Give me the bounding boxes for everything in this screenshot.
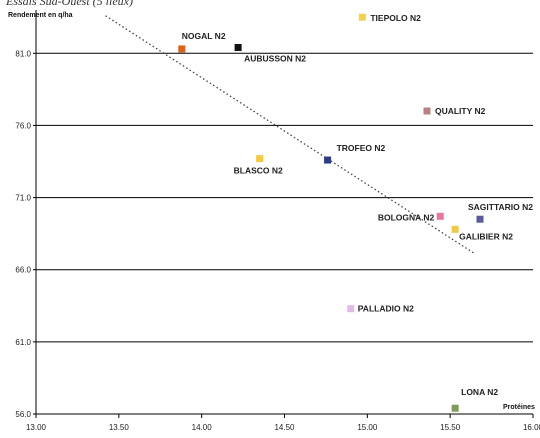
x-tick-label: 15.00: [357, 423, 378, 432]
x-tick-label: 14.50: [274, 423, 295, 432]
point-quality-n2: [423, 107, 431, 115]
x-tick-label: 16.00: [523, 423, 540, 432]
point-tiepolo-n2: [358, 13, 366, 21]
point-bologna-n2: [436, 212, 444, 220]
point-sagittario-n2: [476, 215, 484, 223]
label-sagittario-n2: SAGITTARIO N2: [468, 202, 533, 212]
label-galibier-n2: GALIBIER N2: [459, 231, 513, 241]
x-tick-label: 15.50: [440, 423, 461, 432]
y-tick-label: 71.0: [15, 194, 31, 203]
y-tick-label: 76.0: [15, 121, 31, 130]
label-bologna-n2: BOLOGNA N2: [378, 212, 435, 222]
y-tick-label: 61.0: [15, 338, 31, 347]
trendline-dotted: [105, 15, 476, 255]
point-palladio-n2: [347, 305, 355, 313]
y-tick-label: 66.0: [15, 266, 31, 275]
gridlines: [36, 52, 533, 343]
y-axis-title: Rendement en q/ha: [8, 12, 73, 19]
trendline: [105, 15, 476, 255]
label-palladio-n2: PALLADIO N2: [358, 304, 414, 314]
x-tick-label: 14.00: [192, 423, 213, 432]
point-galibier-n2: [451, 225, 459, 233]
label-blasco-n2: BLASCO N2: [234, 166, 283, 176]
x-tick-label: 13.00: [26, 423, 47, 432]
tick-labels: 13.00 13.50 14.00 14.50 15.00 15.50 16.00 56.0 6…: [15, 49, 540, 432]
x-axis-title: Protéines: [503, 404, 535, 411]
point-nogal-n2: [178, 45, 186, 53]
label-lona-n2: LONA N2: [461, 387, 498, 397]
label-trofeo-n2: TROFEO N2: [337, 143, 386, 153]
y-tick-label: 56.0: [15, 410, 31, 419]
y-tick-label: 81.0: [15, 49, 31, 58]
x-tick-label: 13.50: [109, 423, 130, 432]
axes: [35, 10, 533, 415]
point-aubusson-n2: [234, 44, 242, 52]
label-nogal-n2: NOGAL N2: [182, 31, 226, 41]
point-blasco-n2: [256, 155, 264, 163]
label-quality-n2: QUALITY N2: [435, 106, 486, 116]
chart-title: Essais Sud-Ouest (5 lieux): [6, 0, 133, 8]
point-lona-n2: [451, 404, 459, 412]
label-aubusson-n2: AUBUSSON N2: [244, 54, 306, 64]
data-points: [178, 13, 484, 412]
label-tiepolo-n2: TIEPOLO N2: [370, 13, 421, 23]
point-trofeo-n2: [324, 156, 332, 164]
point-labels: TIEPOLO N2 NOGAL N2 AUBUSSON N2 QUALITY N2 B…: [182, 13, 533, 397]
